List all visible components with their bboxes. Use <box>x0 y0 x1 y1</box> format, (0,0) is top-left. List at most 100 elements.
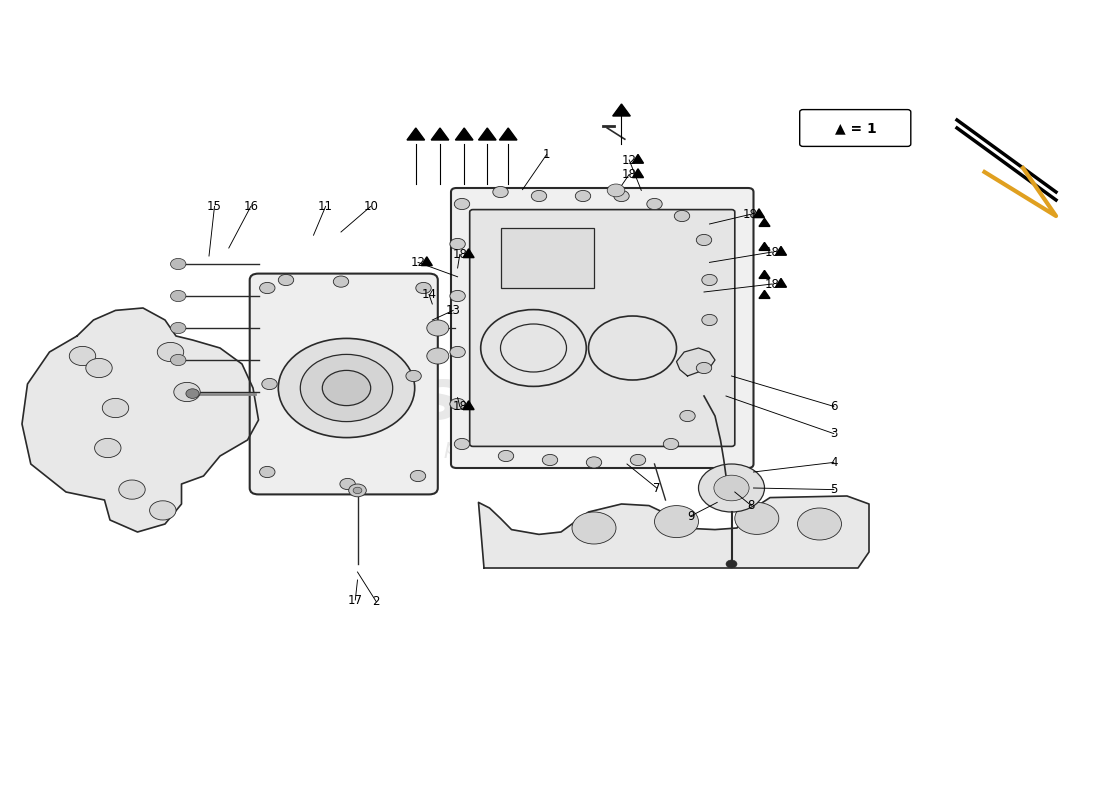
Circle shape <box>262 378 277 390</box>
Circle shape <box>174 382 200 402</box>
Circle shape <box>340 478 355 490</box>
Polygon shape <box>759 270 770 278</box>
Circle shape <box>696 234 712 246</box>
Text: 9: 9 <box>688 510 694 522</box>
Text: 1: 1 <box>543 148 550 161</box>
Polygon shape <box>431 128 449 140</box>
Bar <box>500 228 594 288</box>
Circle shape <box>150 501 176 520</box>
Text: 13: 13 <box>446 304 461 317</box>
FancyBboxPatch shape <box>800 110 911 146</box>
Circle shape <box>454 198 470 210</box>
Circle shape <box>427 348 449 364</box>
Circle shape <box>186 389 199 398</box>
Text: 15: 15 <box>207 200 222 213</box>
Text: 14: 14 <box>421 288 437 301</box>
Circle shape <box>647 198 662 210</box>
Circle shape <box>493 186 508 198</box>
Text: 18: 18 <box>764 246 780 258</box>
Polygon shape <box>499 128 517 140</box>
Circle shape <box>119 480 145 499</box>
Circle shape <box>450 290 465 302</box>
Polygon shape <box>22 308 258 532</box>
Circle shape <box>454 438 470 450</box>
Polygon shape <box>759 242 770 250</box>
Circle shape <box>607 184 625 197</box>
Circle shape <box>95 438 121 458</box>
Circle shape <box>102 398 129 418</box>
Circle shape <box>349 484 366 497</box>
FancyBboxPatch shape <box>451 188 754 468</box>
Polygon shape <box>455 128 473 140</box>
Polygon shape <box>632 154 644 163</box>
Circle shape <box>714 475 749 501</box>
Text: 18: 18 <box>452 400 468 413</box>
Text: 12: 12 <box>410 256 426 269</box>
Circle shape <box>450 398 465 410</box>
Polygon shape <box>759 290 770 298</box>
Text: 16: 16 <box>243 200 258 213</box>
Text: 6: 6 <box>830 400 837 413</box>
Polygon shape <box>632 169 644 178</box>
Text: 12: 12 <box>621 154 637 166</box>
Text: 11: 11 <box>318 200 333 213</box>
Circle shape <box>427 320 449 336</box>
Circle shape <box>498 450 514 462</box>
Circle shape <box>278 338 415 438</box>
Polygon shape <box>478 496 869 568</box>
Circle shape <box>630 454 646 466</box>
Circle shape <box>698 464 764 512</box>
Circle shape <box>416 282 431 294</box>
Text: 3: 3 <box>830 427 837 440</box>
Circle shape <box>86 358 112 378</box>
Circle shape <box>586 457 602 468</box>
Circle shape <box>353 487 362 494</box>
Circle shape <box>410 470 426 482</box>
Text: 18: 18 <box>621 168 637 181</box>
Text: 10: 10 <box>363 200 378 213</box>
Circle shape <box>170 322 186 334</box>
Text: 4: 4 <box>830 456 837 469</box>
Text: 5: 5 <box>830 483 837 496</box>
Circle shape <box>572 512 616 544</box>
Polygon shape <box>759 218 770 226</box>
Circle shape <box>170 290 186 302</box>
Circle shape <box>278 274 294 286</box>
Text: 7: 7 <box>653 482 660 494</box>
Circle shape <box>170 354 186 366</box>
Circle shape <box>69 346 96 366</box>
Circle shape <box>726 560 737 568</box>
Text: 17: 17 <box>348 594 363 606</box>
Circle shape <box>322 370 371 406</box>
Polygon shape <box>776 246 786 255</box>
Polygon shape <box>463 401 474 410</box>
Circle shape <box>654 506 698 538</box>
Circle shape <box>260 282 275 294</box>
Polygon shape <box>676 348 715 376</box>
Circle shape <box>702 274 717 286</box>
Text: a passion for parts since 1965: a passion for parts since 1965 <box>294 438 630 458</box>
Text: ▲ = 1: ▲ = 1 <box>835 121 877 135</box>
Circle shape <box>260 466 275 478</box>
Circle shape <box>674 210 690 222</box>
Text: 18: 18 <box>742 208 758 221</box>
FancyBboxPatch shape <box>470 210 735 446</box>
Circle shape <box>542 454 558 466</box>
Circle shape <box>798 508 842 540</box>
Circle shape <box>531 190 547 202</box>
Polygon shape <box>407 128 425 140</box>
FancyBboxPatch shape <box>250 274 438 494</box>
Text: 2: 2 <box>373 595 380 608</box>
Polygon shape <box>613 104 630 116</box>
Circle shape <box>680 410 695 422</box>
Polygon shape <box>754 209 764 218</box>
Circle shape <box>300 354 393 422</box>
Polygon shape <box>776 278 786 287</box>
Circle shape <box>406 370 421 382</box>
Text: 8: 8 <box>748 499 755 512</box>
Circle shape <box>157 342 184 362</box>
Circle shape <box>702 314 717 326</box>
Circle shape <box>450 346 465 358</box>
Text: eurospares: eurospares <box>233 366 691 434</box>
Polygon shape <box>421 257 432 266</box>
